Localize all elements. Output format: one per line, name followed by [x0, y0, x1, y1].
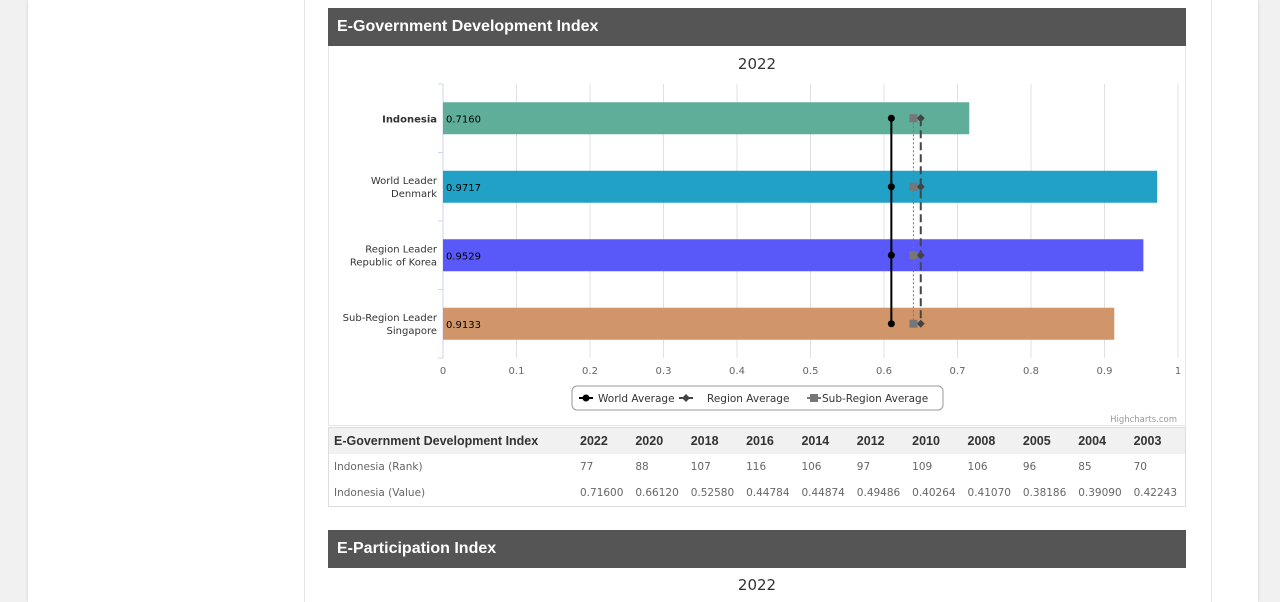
table-header-year: 2004: [1074, 427, 1130, 454]
legend-symbol: [810, 394, 818, 402]
x-tick-label: 0: [440, 366, 446, 377]
table-header-title: E-Government Development Index: [328, 427, 576, 454]
category-label: Sub-Region Leader: [343, 313, 438, 324]
table-cell: 0.44874: [797, 480, 853, 507]
data-label: 0.7160: [446, 114, 481, 125]
category-label: Indonesia: [382, 114, 437, 125]
category-label: Denmark: [391, 189, 437, 200]
bar: [443, 307, 1115, 340]
table-cell: 106: [967, 461, 988, 473]
x-tick-label: 0.3: [656, 366, 672, 377]
table-header-year: 2014: [797, 427, 853, 454]
table-header-year: 2022: [576, 427, 632, 454]
table-cell: 77: [580, 461, 594, 473]
x-tick-label: 0.7: [950, 366, 966, 377]
table-cell: 0.41070: [963, 480, 1019, 507]
table-cell: 0.49486: [852, 480, 909, 507]
table-cell: 0.44784: [742, 480, 798, 507]
egdi-chart-container: 2022 0 0.1 0.2 0.3 0.4 0.5 0.6 0.7 0.8 0.9 1 0.7160 I…: [328, 46, 1186, 426]
legend: World Average Region Average Sub-Region Av…: [571, 385, 944, 411]
table-cell: 0.71600: [576, 480, 632, 507]
table-header-row: E-Government Development Index 2022 2020 20…: [328, 427, 1186, 454]
legend-box: [571, 385, 944, 411]
data-label: 0.9133: [446, 320, 481, 331]
table-cell: 116: [746, 461, 767, 473]
table-header-year: 2020: [631, 427, 687, 454]
series-point: [909, 319, 918, 328]
series-point: [916, 319, 925, 328]
table-cell: 88: [635, 461, 649, 473]
table-cell: 0.39090: [1074, 480, 1130, 507]
table-row: Indonesia (Value) 0.71600 0.66120 0.52580 0.…: [328, 480, 1186, 507]
series-point: [887, 114, 895, 122]
table-header-year: 2010: [908, 427, 964, 454]
table-row-label: Indonesia (Value): [328, 480, 576, 507]
x-tick-label: 1: [1175, 366, 1181, 377]
section-header-egdi: E-Government Development Index: [328, 8, 1186, 46]
legend-item-label: World Average: [598, 393, 675, 405]
highcharts-credit: Highcharts.com: [1110, 415, 1177, 425]
table-header-year: 2016: [742, 427, 798, 454]
table-row-label: Indonesia (Rank): [334, 461, 423, 473]
egdi-chart: 2022 0 0.1 0.2 0.3 0.4 0.5 0.6 0.7 0.8 0.9 1 0.7160 I…: [343, 55, 1182, 425]
series-point: [916, 114, 925, 123]
table-cell: 70: [1133, 461, 1147, 473]
x-tick-label: 0.4: [729, 366, 745, 377]
table-header-year: 2003: [1129, 427, 1186, 454]
legend-symbol: [582, 394, 590, 402]
x-tick-label: 0.2: [582, 366, 598, 377]
table-header-year: 2018: [686, 427, 743, 454]
table-cell: 0.40264: [908, 480, 964, 507]
table-header-year: 2012: [852, 427, 909, 454]
category-label: World Leader: [371, 176, 438, 187]
x-tick-label: 0.8: [1023, 366, 1039, 377]
category-label: Republic of Korea: [350, 257, 437, 268]
x-tick-label: 0.9: [1097, 366, 1113, 377]
legend-symbol: [682, 394, 690, 402]
data-label: 0.9529: [446, 251, 481, 262]
table-cell: 109: [912, 461, 933, 473]
table-cell: 96: [1022, 461, 1037, 473]
table-cell: 0.38186: [1018, 480, 1075, 507]
series-point: [909, 114, 918, 123]
series-point: [887, 320, 895, 328]
x-tick-label: 0.6: [876, 366, 892, 377]
table-cell: 85: [1078, 461, 1092, 473]
section-header-epart: E-Participation Index: [328, 530, 1186, 568]
series-point: [909, 251, 918, 260]
table-cell: 106: [801, 461, 822, 473]
bar: [443, 102, 970, 135]
epart-chart-title: 2022: [737, 576, 777, 594]
table-cell: 0.52580: [686, 480, 743, 507]
legend-item-label: Sub-Region Average: [822, 393, 928, 405]
table-cell: 0.42243: [1129, 480, 1186, 507]
x-tick-label: 0.5: [803, 366, 819, 377]
table-cell: 107: [690, 461, 711, 473]
x-tick-label: 0.1: [509, 366, 525, 377]
category-label: Region Leader: [365, 244, 438, 255]
data-label: 0.9717: [446, 183, 481, 194]
table-row: Indonesia (Rank) 77 88 107 116 106 97 109 106 96 8…: [329, 454, 1186, 480]
series-point: [887, 251, 895, 259]
table-cell: 97: [856, 461, 871, 473]
table-header-year: 2008: [963, 427, 1019, 454]
bar: [443, 170, 1158, 203]
series-point: [909, 182, 918, 191]
category-label: Singapore: [387, 326, 437, 337]
legend-item-label: Region Average: [707, 393, 789, 405]
egdi-data-table: E-Government Development Index 2022 2020 20…: [328, 427, 1186, 507]
series-point: [916, 251, 925, 260]
series-point: [887, 183, 895, 191]
bar: [443, 239, 1144, 272]
table-cell: 0.66120: [631, 480, 687, 507]
table-header-year: 2005: [1018, 427, 1075, 454]
chart-title: 2022: [738, 55, 776, 73]
series-point: [916, 182, 925, 191]
